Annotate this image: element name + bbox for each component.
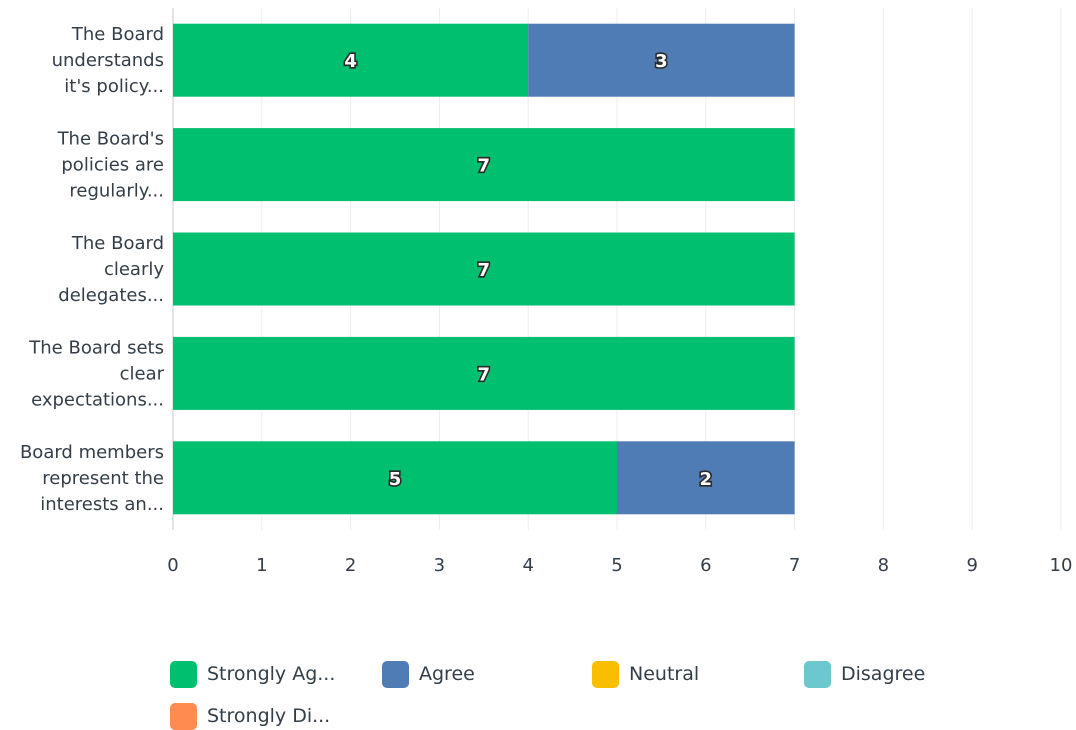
legend-swatch	[382, 660, 409, 688]
bar-segment	[528, 23, 795, 97]
category-label-line: understands	[52, 50, 164, 71]
x-tick-label: 6	[700, 555, 711, 576]
data-label: 7	[478, 260, 491, 281]
category-label-line: The Board	[71, 24, 164, 45]
legend-swatch	[804, 660, 831, 688]
legend-label: Neutral	[629, 663, 700, 685]
legend-label: Agree	[419, 663, 475, 685]
chart-legend: Strongly Ag... Agree Neutral Disagree Strong…	[170, 660, 1050, 730]
data-label: 4	[344, 51, 357, 72]
data-label: 5	[389, 469, 402, 490]
x-tick-label: 10	[1050, 555, 1073, 576]
category-label-line: represent the	[42, 468, 164, 489]
legend-swatch	[170, 660, 197, 688]
legend-swatch	[592, 660, 619, 688]
category-label: The Board's policies are regularly...	[57, 129, 164, 202]
category-label: The Board sets clear expectations...	[28, 337, 164, 410]
bar-segment	[173, 128, 795, 202]
bar-segment	[173, 441, 617, 515]
x-tick-label: 9	[966, 555, 977, 576]
legend-swatch	[170, 702, 197, 730]
category-label-line: policies are	[61, 155, 164, 176]
category-label-line: clear	[120, 363, 165, 384]
bar-segment	[173, 23, 529, 97]
bar-segment	[173, 336, 795, 410]
category-label-line: The Board sets	[28, 337, 164, 358]
x-tick-label: 4	[522, 555, 533, 576]
x-tick-label: 8	[878, 555, 889, 576]
x-tick-label: 2	[345, 555, 356, 576]
legend-item: Strongly Ag...	[170, 660, 335, 688]
category-label-line: interests an...	[40, 494, 164, 515]
chart-svg: 0 1 2 3 4 5 6 7 8 9 10 The Board understands it's pol…	[20, 8, 1073, 576]
legend-label: Strongly Di...	[207, 705, 331, 727]
x-tick-label: 5	[611, 555, 622, 576]
x-tick-label: 1	[256, 555, 267, 576]
category-label-line: The Board's	[57, 129, 164, 150]
data-label: 7	[478, 364, 491, 385]
category-label-line: it's policy...	[64, 76, 164, 97]
x-tick-label: 0	[167, 555, 178, 576]
category-label-line: regularly...	[69, 181, 164, 202]
legend-item: Agree	[382, 660, 475, 688]
category-label-line: delegates...	[58, 285, 164, 306]
legend-item: Disagree	[804, 660, 925, 688]
stacked-bar-chart: 0 1 2 3 4 5 6 7 8 9 10 The Board understands it's pol…	[20, 8, 1073, 576]
legend-item: Neutral	[592, 660, 699, 688]
data-label: 3	[655, 51, 668, 72]
data-label: 7	[478, 156, 491, 177]
bar-segment	[617, 441, 795, 515]
bar-segment	[173, 232, 795, 306]
category-label-line: The Board	[71, 233, 164, 254]
category-label: Board members represent the interests an..…	[20, 442, 164, 515]
data-label: 2	[700, 469, 713, 490]
x-tick-label: 7	[789, 555, 800, 576]
legend-item: Strongly Di...	[170, 702, 330, 730]
x-tick-label: 3	[434, 555, 445, 576]
category-label: The Board understands it's policy...	[52, 24, 164, 97]
legend-label: Disagree	[841, 663, 926, 685]
legend-label: Strongly Ag...	[207, 663, 336, 685]
category-label-line: Board members	[20, 442, 164, 463]
category-label: The Board clearly delegates...	[58, 233, 164, 306]
category-label-line: clearly	[104, 259, 164, 280]
category-label-line: expectations...	[31, 389, 164, 410]
